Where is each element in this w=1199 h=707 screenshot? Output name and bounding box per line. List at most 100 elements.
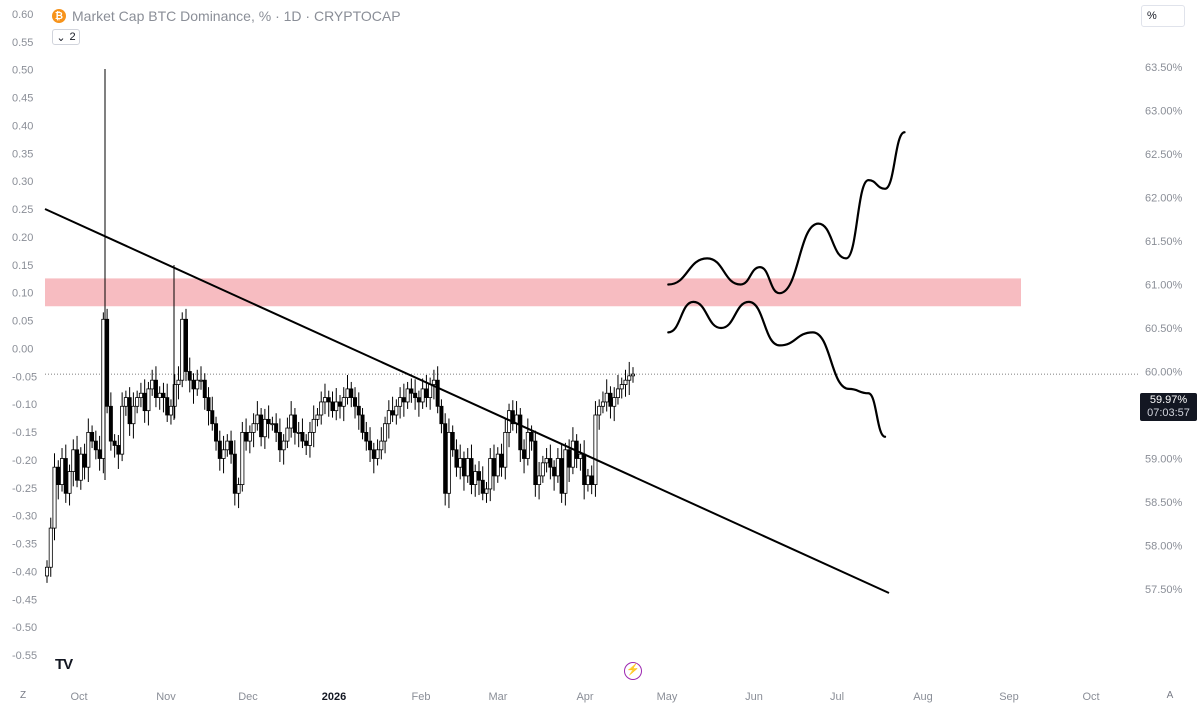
candle-body	[262, 418, 267, 438]
candle-body	[210, 410, 215, 425]
candle-body	[593, 414, 598, 485]
candle-body	[443, 423, 448, 494]
candle-body	[195, 379, 200, 390]
trendline[interactable]	[44, 208, 890, 594]
candle-body	[135, 397, 140, 407]
candle-body	[244, 431, 249, 442]
candle-body	[131, 405, 136, 425]
candle-body	[345, 388, 350, 398]
candle-body	[552, 466, 557, 477]
candle-body	[187, 371, 192, 381]
candle-body	[165, 397, 170, 416]
candle-body	[349, 388, 354, 398]
scenario-drawings[interactable]	[667, 131, 906, 438]
tradingview-logo[interactable]: TV	[55, 656, 73, 673]
candle-body	[199, 379, 204, 382]
candle-body	[337, 401, 342, 407]
left-axis-tick: -0.20	[12, 455, 37, 467]
candle-body	[492, 458, 497, 477]
candle-body	[123, 397, 128, 407]
candle-body	[461, 458, 466, 477]
left-axis-tick: 0.30	[12, 176, 33, 188]
candle-body	[52, 466, 57, 529]
candle-body	[589, 475, 594, 485]
candle-body	[615, 388, 620, 398]
left-axis-tick: -0.25	[12, 483, 37, 495]
candle-body	[161, 392, 166, 398]
left-axis-tick: -0.50	[12, 622, 37, 634]
left-axis-tick: 0.35	[12, 148, 33, 160]
candle-body	[120, 405, 125, 455]
candle-body	[424, 388, 429, 398]
left-axis-tick: -0.15	[12, 427, 37, 439]
candle-body	[138, 392, 143, 398]
right-axis-tick: 62.00%	[1145, 193, 1183, 205]
candle-body	[322, 397, 327, 403]
candle-body	[529, 431, 534, 442]
time-axis-tick: Mar	[489, 691, 508, 703]
candle-body	[431, 379, 436, 385]
candle-body	[559, 458, 564, 494]
right-axis-tick: 60.50%	[1145, 323, 1183, 335]
candle-body	[56, 466, 61, 486]
chevron-down-icon: ⌄	[56, 31, 66, 44]
time-axis-tick: Nov	[156, 691, 176, 703]
candle-body	[619, 384, 624, 390]
left-axis-tick: 0.15	[12, 260, 33, 272]
percent-scale-button[interactable]: %	[1141, 5, 1185, 27]
candle-body	[585, 475, 590, 485]
candle-body	[503, 431, 508, 468]
candle-body	[334, 401, 339, 412]
candle-body	[454, 449, 459, 468]
candle-body	[217, 440, 222, 459]
candle-body	[45, 566, 50, 577]
candle-body	[522, 449, 527, 459]
candle-body	[270, 423, 275, 426]
candle-body	[555, 458, 560, 477]
candle-body	[304, 440, 309, 446]
candle-body	[319, 401, 324, 416]
candle-body	[247, 431, 252, 442]
candle-body	[105, 318, 110, 407]
left-axis-tick: -0.35	[12, 539, 37, 551]
zoom-reset-button[interactable]: Z	[19, 690, 27, 701]
candle-body	[292, 414, 297, 433]
candle-body	[116, 445, 121, 455]
candle-body	[330, 401, 335, 412]
candle-body	[90, 431, 95, 442]
candle-body	[525, 431, 530, 459]
time-axis-tick: Sep	[999, 691, 1019, 703]
left-axis-tick: -0.05	[12, 371, 37, 383]
candle-body	[232, 453, 237, 494]
left-axis-tick: 0.25	[12, 204, 33, 216]
lightning-icon[interactable]: ⚡	[624, 662, 642, 680]
candle-body	[146, 388, 151, 412]
candle-body	[82, 453, 87, 468]
candle-body	[277, 431, 282, 451]
chart-title: Market Cap BTC Dominance, % · 1D · CRYPT…	[72, 8, 401, 24]
candle-body	[428, 384, 433, 398]
candle-body	[563, 449, 568, 494]
candle-body	[326, 397, 331, 403]
left-axis-tick: -0.30	[12, 511, 37, 523]
candle-body	[612, 397, 617, 407]
time-axis-tick: Jul	[830, 691, 844, 703]
resistance-zone[interactable]	[45, 278, 1021, 307]
auto-scale-button[interactable]: A	[1166, 690, 1174, 701]
candle-body	[371, 449, 376, 459]
left-axis-tick: -0.10	[12, 399, 37, 411]
candle-body	[450, 431, 455, 451]
candle-body	[281, 440, 286, 451]
candle-body	[600, 401, 605, 407]
indicator-toggle-button[interactable]: ⌄ 2	[52, 29, 80, 45]
left-axis-tick: 0.05	[12, 316, 33, 328]
time-axis-tick: 2026	[322, 691, 346, 703]
left-axis-tick: 0.20	[12, 232, 33, 244]
left-axis-tick: -0.40	[12, 566, 37, 578]
time-axis-tick: Oct	[1082, 691, 1099, 703]
candle-body	[420, 388, 425, 403]
candle-body	[383, 423, 388, 442]
candle-body	[229, 440, 234, 455]
candle-body	[311, 418, 316, 433]
